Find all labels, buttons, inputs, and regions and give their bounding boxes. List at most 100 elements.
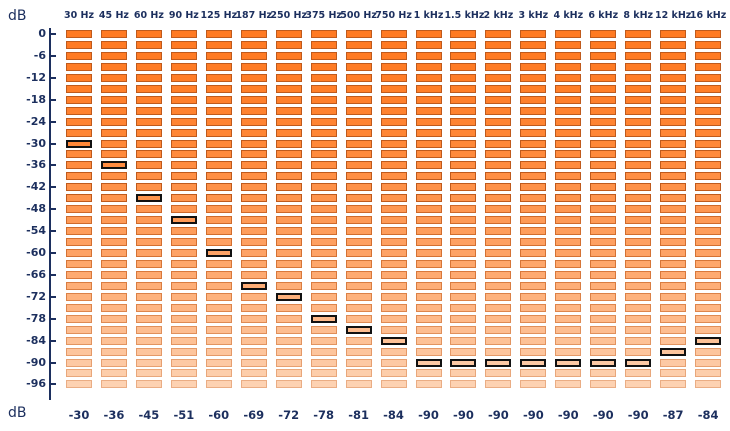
- meter-segment: [170, 238, 197, 247]
- meter-segment: [660, 128, 687, 137]
- meter-segment: [66, 172, 92, 181]
- meter-segment: [415, 62, 442, 71]
- meter-segment: [345, 161, 372, 170]
- meter-segment: [345, 259, 372, 268]
- meter-segment: [135, 183, 162, 192]
- meter-segment: [135, 270, 162, 279]
- meter-segment: [135, 238, 162, 247]
- db-tick-label: -96: [26, 377, 46, 391]
- meter-segment: [660, 336, 687, 345]
- peak-segment: [695, 336, 722, 345]
- meter-segment: [100, 292, 127, 301]
- meter-segment: [170, 30, 197, 38]
- meter-segment: [695, 84, 722, 93]
- meter-segment: [240, 95, 267, 104]
- meter-segment: [275, 40, 302, 49]
- meter-segment: [625, 303, 652, 312]
- meter-segment: [170, 161, 197, 170]
- meter-segment: [520, 40, 547, 49]
- meter-segment: [625, 172, 652, 181]
- meter-segment: [485, 194, 512, 203]
- meter-segment: [310, 325, 337, 334]
- meter-segment: [415, 249, 442, 257]
- meter-segment: [555, 369, 582, 378]
- meter-segment: [415, 270, 442, 279]
- meter-segment: [380, 30, 407, 38]
- meter-segment: [205, 336, 232, 345]
- meter-segment: [345, 183, 372, 192]
- meter-segment: [345, 106, 372, 115]
- meter-segment: [310, 369, 337, 378]
- peak-segment: [135, 194, 162, 203]
- meter-segment: [240, 259, 267, 268]
- meter-segment: [345, 128, 372, 137]
- meter-segment: [415, 259, 442, 268]
- meter-segment: [485, 369, 512, 378]
- meter-segment: [415, 216, 442, 225]
- band-value-readout: -45: [138, 408, 160, 422]
- meter-segment: [555, 117, 582, 126]
- meter-segment: [485, 150, 512, 159]
- meter-segment: [240, 369, 267, 378]
- meter-segment: [590, 259, 617, 268]
- meter-segment: [520, 270, 547, 279]
- meter-segment: [275, 172, 302, 181]
- meter-segment: [485, 227, 512, 236]
- meter-segment: [660, 380, 687, 389]
- meter-segment: [310, 128, 337, 137]
- meter-segment: [485, 84, 512, 93]
- meter-segment: [66, 347, 92, 356]
- meter-segment: [100, 62, 127, 71]
- meter-segment: [170, 270, 197, 279]
- meter-segment: [590, 194, 617, 203]
- meter-segment: [485, 30, 512, 38]
- meter-segment: [66, 380, 92, 389]
- db-axis-tick: [49, 164, 56, 167]
- meter-segment: [66, 325, 92, 334]
- meter-segment: [380, 216, 407, 225]
- meter-segment: [380, 139, 407, 148]
- meter-segment: [135, 73, 162, 82]
- meter-segment: [310, 380, 337, 389]
- meter-segment: [450, 139, 477, 148]
- meter-segment: [520, 161, 547, 170]
- meter-segment: [135, 95, 162, 104]
- meter-segment: [520, 259, 547, 268]
- meter-segment: [310, 336, 337, 345]
- meter-segment: [135, 117, 162, 126]
- meter-segment: [590, 292, 617, 301]
- meter-segment: [310, 205, 337, 214]
- meter-segment: [555, 216, 582, 225]
- meter-segment: [590, 172, 617, 181]
- meter-segment: [625, 281, 652, 290]
- meter-segment: [170, 259, 197, 268]
- meter-segment: [485, 117, 512, 126]
- meter-segment: [205, 369, 232, 378]
- meter-segment: [66, 51, 92, 60]
- meter-segment: [555, 62, 582, 71]
- meter-segment: [660, 106, 687, 115]
- db-tick-label: -54: [26, 224, 46, 238]
- meter-segment: [695, 183, 722, 192]
- meter-segment: [135, 51, 162, 60]
- meter-segment: [345, 358, 372, 367]
- meter-segment: [135, 62, 162, 71]
- meter-segment: [205, 358, 232, 367]
- meter-segment: [205, 73, 232, 82]
- meter-segment: [135, 106, 162, 115]
- meter-segment: [590, 73, 617, 82]
- db-axis-unit-bottom: dB: [8, 405, 27, 421]
- band-frequency-label: 125 Hz: [200, 10, 238, 21]
- meter-segment: [450, 369, 477, 378]
- meter-segment: [695, 73, 722, 82]
- meter-segment: [485, 325, 512, 334]
- meter-segment: [695, 139, 722, 148]
- meter-segment: [135, 325, 162, 334]
- meter-segment: [380, 249, 407, 257]
- meter-segment: [66, 227, 92, 236]
- band-frequency-label: 90 Hz: [168, 10, 199, 21]
- meter-segment: [310, 281, 337, 290]
- meter-segment: [415, 281, 442, 290]
- meter-segment: [415, 84, 442, 93]
